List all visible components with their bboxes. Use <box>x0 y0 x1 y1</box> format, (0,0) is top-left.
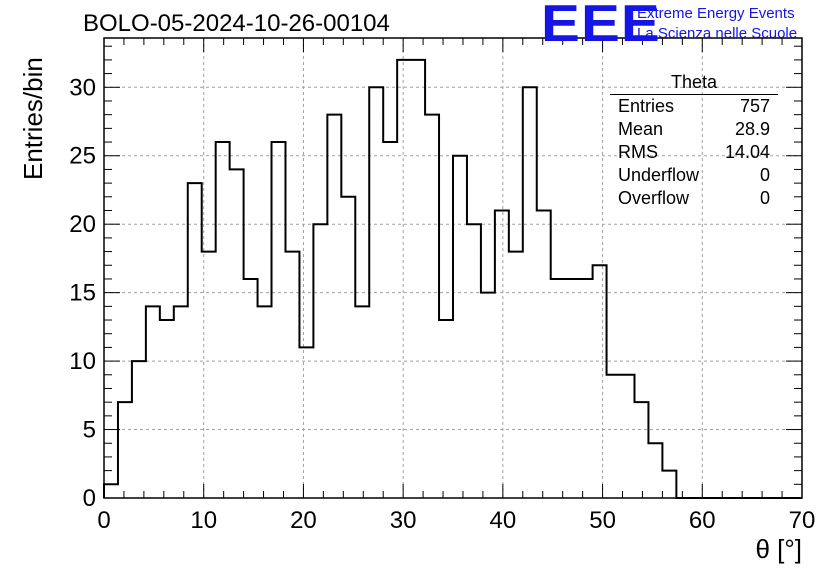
y-tick-label: 30 <box>69 74 96 101</box>
y-tick-label: 25 <box>69 143 96 170</box>
x-axis-label: θ [°] <box>755 534 802 564</box>
stats-value: 28.9 <box>734 119 770 139</box>
plot-frame <box>103 37 803 499</box>
x-tick-label: 60 <box>689 507 716 534</box>
stats-row-rms: RMS 14.04 <box>610 141 778 164</box>
stats-row-mean: Mean 28.9 <box>610 118 778 141</box>
stats-value: 14.04 <box>724 142 770 162</box>
chart-title: BOLO-05-2024-10-26-00104 <box>83 10 390 37</box>
y-axis-label: Entries/bin <box>18 57 48 180</box>
stats-value: 0 <box>759 188 770 208</box>
eee-logo: EEE <box>541 0 661 53</box>
stats-row-underflow: Underflow 0 <box>610 164 778 187</box>
stats-label: Underflow <box>618 165 700 185</box>
y-tick-label: 10 <box>69 348 96 375</box>
stats-box-title: Theta <box>610 72 778 95</box>
stats-row-entries: Entries 757 <box>610 95 778 118</box>
x-tick-label: 70 <box>789 507 816 534</box>
stats-label: Overflow <box>618 188 690 208</box>
brand-line-1: Extreme Energy Events <box>637 5 795 22</box>
stats-label: Entries <box>618 96 675 116</box>
x-tick-label: 40 <box>490 507 517 534</box>
x-tick-label: 50 <box>589 507 616 534</box>
y-tick-label: 0 <box>83 485 96 512</box>
stats-value: 757 <box>739 96 770 116</box>
y-tick-label: 20 <box>69 211 96 238</box>
brand-line-2: La Scienza nelle Scuole <box>637 25 798 42</box>
stats-label: RMS <box>618 142 658 162</box>
x-tick-label: 20 <box>290 507 317 534</box>
stats-value: 0 <box>759 165 770 185</box>
histogram-outline <box>103 58 802 499</box>
stats-row-overflow: Overflow 0 <box>610 187 778 210</box>
stats-box: Theta Entries 757 Mean 28.9 RMS 14.04 Un… <box>610 72 778 210</box>
x-tick-label: 0 <box>97 507 110 534</box>
stats-label: Mean <box>618 119 664 139</box>
x-tick-label: 10 <box>190 507 217 534</box>
y-tick-label: 15 <box>69 280 96 307</box>
x-tick-label: 30 <box>390 507 417 534</box>
y-tick-label: 5 <box>83 417 96 444</box>
